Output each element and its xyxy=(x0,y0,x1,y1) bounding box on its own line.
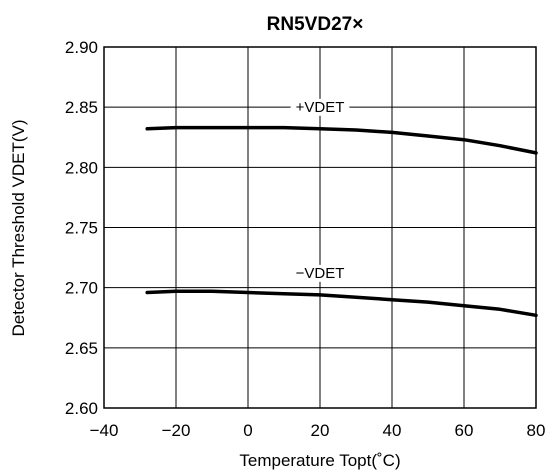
y-tick-label: 2.75 xyxy=(65,219,98,238)
series-lines xyxy=(145,125,538,318)
series-label-bg xyxy=(290,98,350,116)
x-tick-label: 60 xyxy=(455,421,474,440)
y-tick-labels: 2.60 2.65 2.70 2.75 2.80 2.85 2.90 xyxy=(65,38,98,418)
series-labels: +VDET −VDET xyxy=(290,98,350,282)
y-tick-label: 2.90 xyxy=(65,38,98,57)
x-tick-label: 80 xyxy=(527,421,546,440)
x-tick-label: 40 xyxy=(383,421,402,440)
y-tick-label: 2.85 xyxy=(65,98,98,117)
y-tick-label: 2.60 xyxy=(65,399,98,418)
plot-frame xyxy=(103,46,537,409)
y-tick-label: 2.80 xyxy=(65,158,98,177)
x-tick-label: 20 xyxy=(311,421,330,440)
x-tick-label: 0 xyxy=(243,421,252,440)
y-tick-label: 2.70 xyxy=(65,279,98,298)
x-tick-labels: −40 −20 0 20 40 60 80 xyxy=(90,421,546,440)
series-line-0 xyxy=(145,125,538,155)
chart-title: RN5VD27× xyxy=(267,14,364,35)
y-tick-label: 2.65 xyxy=(65,339,98,358)
series-label-0: +VDET xyxy=(296,99,345,116)
series-line-1 xyxy=(145,289,538,318)
y-axis-label: Detector Threshold VDET(V) xyxy=(9,120,28,337)
x-tick-label: −40 xyxy=(90,421,119,440)
series-label-1: −VDET xyxy=(296,265,345,282)
x-axis-label: Temperature Topt(˚C) xyxy=(239,451,400,470)
series-label-bg xyxy=(290,264,350,282)
x-tick-label: −20 xyxy=(162,421,191,440)
